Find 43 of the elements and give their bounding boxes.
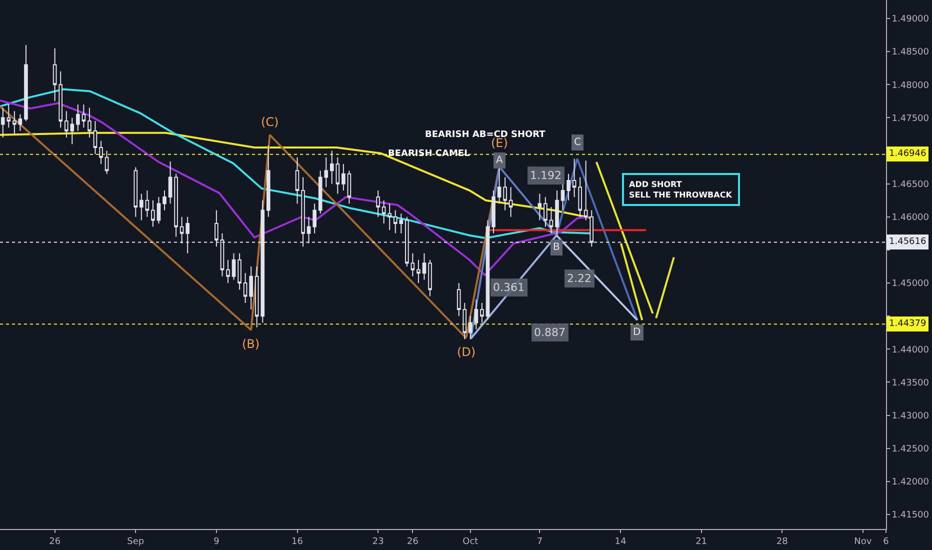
annotation: D — [633, 327, 641, 338]
x-tick-label: Oct — [462, 536, 479, 547]
y-tick-label: 1.46500 — [892, 180, 930, 190]
annotation: (D) — [457, 345, 476, 359]
annotation: BEARISH CAMEL — [388, 149, 470, 159]
y-tick-label: 1.46000 — [892, 213, 930, 224]
annotation: (B) — [242, 337, 260, 351]
x-tick-label: Nov — [854, 536, 872, 547]
x-tick-label: 14 — [614, 536, 626, 547]
x-tick-label: 28 — [776, 536, 788, 547]
x-tick-label: 7 — [536, 536, 543, 547]
x-tick-label: 16 — [292, 536, 304, 547]
x-tick-label: 26 — [49, 536, 61, 547]
y-tick-label: 1.42000 — [892, 478, 930, 488]
y-tick-label: 1.43000 — [892, 411, 930, 422]
x-tick-label: 9 — [214, 536, 220, 547]
annotation: 1.192 — [530, 169, 562, 182]
y-tick-label: 1.44000 — [892, 345, 930, 356]
y-tick-label: 1.45000 — [892, 279, 930, 290]
annotation: C — [574, 137, 581, 148]
ref-line-label: 1.44379 — [889, 319, 926, 329]
annotation: (C) — [261, 115, 279, 129]
y-tick-label: 1.42500 — [892, 444, 930, 454]
x-tick-label: 6 — [883, 536, 890, 547]
x-tick-label: 26 — [406, 536, 419, 547]
y-tick-label: 1.47500 — [892, 114, 930, 124]
y-tick-label: 1.41500 — [892, 510, 930, 521]
x-tick-label: 21 — [696, 536, 708, 547]
x-tick-label: Sep — [127, 536, 144, 547]
annotation: B — [553, 242, 560, 253]
ref-line-label: 1.46946 — [889, 149, 926, 159]
ref-line-label: 1.45616 — [889, 237, 926, 247]
annotation: (E) — [491, 136, 508, 150]
y-tick-label: 1.49000 — [892, 14, 930, 25]
x-tick-label: 23 — [372, 536, 384, 547]
annotation: A — [496, 155, 503, 166]
y-tick-label: 1.43500 — [892, 378, 930, 388]
y-tick-label: 1.48000 — [892, 80, 930, 91]
annotation: 0.887 — [534, 326, 566, 339]
y-tick-label: 1.48500 — [892, 48, 930, 58]
annotation: 0.361 — [493, 281, 524, 294]
annotation: 2.22 — [567, 272, 592, 285]
annotation: ADD SHORT SELL THE THROWBACK — [629, 180, 733, 200]
